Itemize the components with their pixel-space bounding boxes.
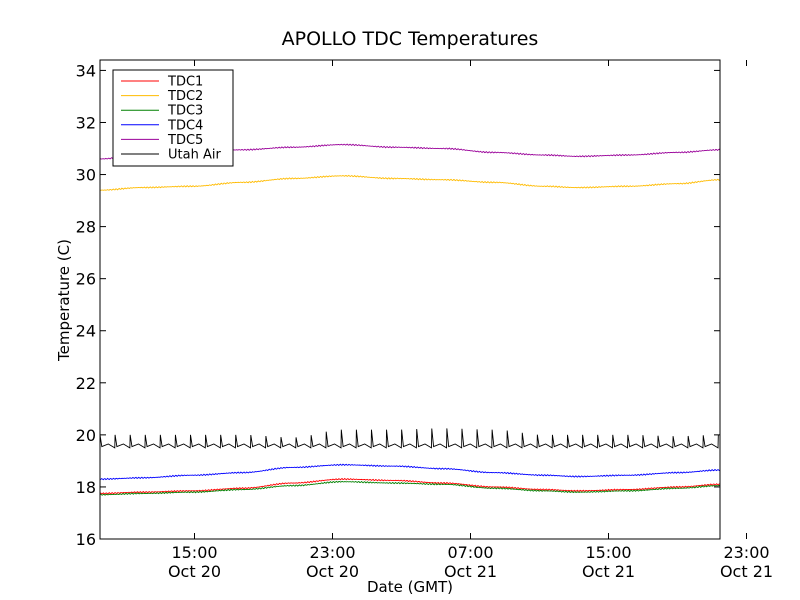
- x-axis-label: Date (GMT): [367, 578, 453, 596]
- y-tick-label: 20: [76, 426, 96, 445]
- x-tick-time-label: 15:00: [585, 543, 631, 562]
- plot-frame: [99, 59, 721, 540]
- legend-label-tdc4: TDC4: [167, 118, 203, 133]
- y-axis-label: Temperature (C): [55, 239, 73, 362]
- x-tick-time-label: 23:00: [723, 543, 769, 562]
- legend-label-tdc3: TDC3: [167, 104, 203, 119]
- y-tick-label: 22: [76, 374, 96, 393]
- x-tick-date-label: Oct 21: [720, 562, 773, 581]
- series-line-tdc2: [99, 174, 721, 191]
- x-tick-date-label: Oct 21: [444, 562, 497, 581]
- x-tick-date-label: Oct 20: [306, 562, 359, 581]
- x-tick-time-label: 07:00: [447, 543, 493, 562]
- series-layer: [99, 143, 721, 496]
- y-tick-label: 28: [76, 218, 96, 237]
- legend-label-utah-air: Utah Air: [168, 148, 221, 163]
- x-tick-time-label: 23:00: [309, 543, 355, 562]
- y-tick-label: 32: [76, 113, 96, 132]
- series-line-tdc3: [99, 480, 721, 496]
- y-tick-label: 24: [76, 322, 96, 341]
- y-tick-label: 34: [76, 61, 96, 80]
- legend-label-tdc1: TDC1: [167, 75, 203, 90]
- chart-title: APOLLO TDC Temperatures: [282, 28, 539, 50]
- y-tick-label: 30: [76, 166, 96, 185]
- legend-label-tdc5: TDC5: [167, 133, 203, 148]
- y-tick-label: 26: [76, 270, 96, 289]
- x-tick-date-label: Oct 20: [168, 562, 221, 581]
- y-tick-label: 18: [76, 478, 96, 497]
- legend-box: [112, 69, 234, 167]
- x-tick-time-label: 15:00: [171, 543, 217, 562]
- series-line-tdc4: [99, 463, 721, 481]
- series-line-tdc1: [99, 477, 720, 495]
- x-tick-date-label: Oct 21: [582, 562, 635, 581]
- y-tick-label: 16: [76, 530, 96, 549]
- series-line-utah-air: [99, 428, 719, 449]
- legend-label-tdc2: TDC2: [167, 89, 203, 104]
